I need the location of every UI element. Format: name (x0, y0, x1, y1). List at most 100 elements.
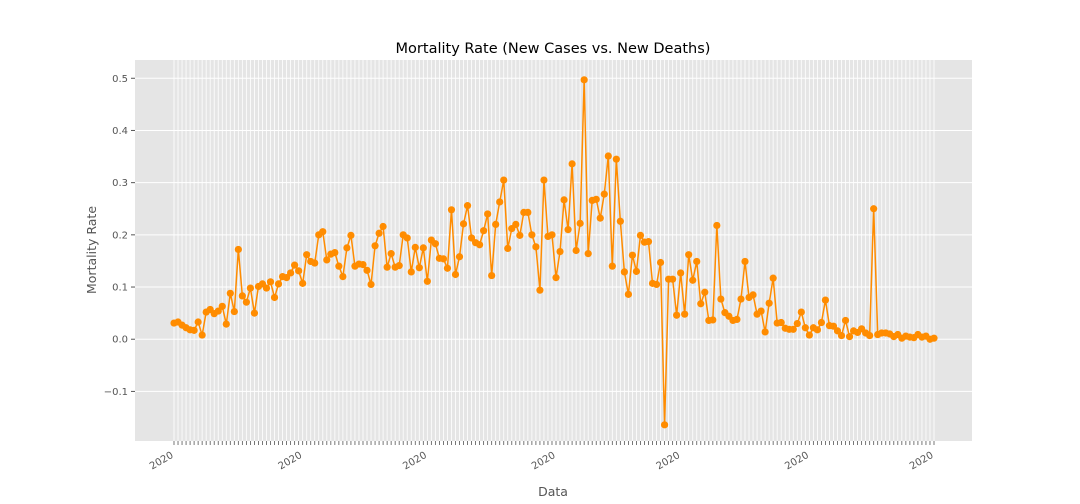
data-point (628, 251, 637, 259)
data-point (266, 278, 275, 286)
data-points (170, 76, 938, 429)
data-point (214, 307, 222, 315)
data-point (476, 241, 484, 249)
data-point (274, 280, 283, 288)
data-point (395, 262, 403, 270)
data-point (347, 231, 355, 239)
data-point (359, 260, 367, 269)
data-point (387, 250, 395, 258)
data-point (656, 258, 665, 267)
data-point (524, 208, 532, 216)
data-point (793, 319, 801, 328)
data-point (190, 326, 198, 334)
data-point (701, 288, 709, 296)
x-axis-label: Data (538, 484, 568, 499)
data-point (841, 316, 850, 325)
data-point (443, 264, 452, 272)
data-point (407, 268, 415, 276)
x-tick-label: 2020 (401, 450, 429, 472)
data-point (677, 269, 685, 277)
data-point (403, 234, 411, 242)
data-point (343, 244, 351, 252)
data-point (829, 322, 838, 330)
data-point (689, 276, 697, 284)
data-point (282, 274, 291, 282)
data-point (733, 315, 741, 323)
data-point (484, 210, 492, 218)
y-tick-label: 0.4 (112, 126, 128, 137)
data-point (319, 228, 327, 236)
data-point (866, 331, 874, 340)
data-point (749, 291, 757, 299)
data-point (323, 256, 331, 264)
data-point (226, 289, 234, 297)
data-point (431, 240, 439, 248)
data-point (817, 318, 826, 327)
data-point (660, 421, 669, 429)
data-point (536, 286, 544, 294)
data-point (761, 328, 769, 336)
data-point (930, 334, 938, 342)
data-point (757, 307, 765, 315)
data-point (821, 296, 830, 304)
data-point (339, 272, 347, 281)
data-point (681, 310, 689, 318)
data-point (459, 220, 468, 228)
data-point (492, 220, 500, 229)
data-point (685, 251, 693, 259)
data-point (624, 290, 632, 298)
data-point (331, 248, 339, 257)
y-tick-label: 0.5 (112, 74, 128, 85)
data-point (439, 255, 448, 263)
data-point (246, 284, 255, 292)
data-point (580, 76, 588, 84)
data-point (230, 307, 238, 316)
data-point (532, 243, 540, 251)
data-point (194, 318, 202, 326)
data-point (592, 195, 600, 203)
data-point (512, 220, 520, 229)
data-point (548, 231, 556, 239)
data-point (363, 266, 371, 274)
data-point (636, 231, 645, 239)
data-point (652, 280, 661, 289)
x-tick-label: 2020 (530, 450, 558, 472)
x-tick-label: 2020 (148, 450, 176, 472)
data-point (697, 300, 705, 308)
data-point (222, 320, 230, 328)
data-point (572, 246, 580, 255)
data-point (568, 160, 576, 168)
data-point (496, 198, 504, 206)
data-point (488, 271, 496, 280)
data-point (737, 295, 745, 303)
data-point (467, 234, 476, 242)
data-point (455, 253, 464, 261)
data-point (291, 261, 299, 269)
data-point (480, 227, 488, 235)
data-point (528, 231, 536, 239)
data-point (540, 176, 548, 184)
data-point (552, 274, 560, 282)
data-point (777, 318, 785, 327)
data-point (713, 221, 721, 230)
data-point (673, 311, 681, 319)
data-point (604, 152, 612, 160)
data-point (765, 299, 773, 307)
data-point (644, 238, 653, 246)
data-point (833, 327, 842, 335)
data-point (371, 242, 379, 250)
data-point (693, 257, 701, 266)
grid-lines (135, 60, 972, 441)
data-point (415, 264, 423, 272)
data-point (250, 309, 259, 317)
y-tick-label: −0.1 (104, 387, 128, 398)
x-tick-label: 2020 (655, 450, 683, 472)
data-point (801, 324, 809, 332)
data-point (379, 222, 387, 231)
data-point (218, 302, 226, 310)
data-point (299, 279, 307, 287)
data-point (600, 190, 608, 198)
data-point (870, 205, 878, 213)
data-point (375, 229, 383, 237)
data-point (789, 325, 797, 333)
